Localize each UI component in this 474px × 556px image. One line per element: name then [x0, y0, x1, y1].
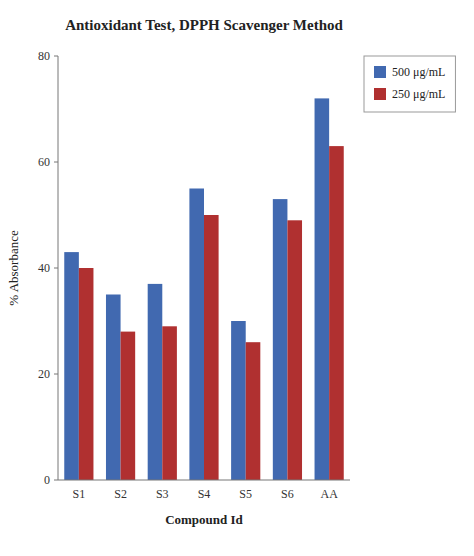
y-tick [54, 268, 58, 269]
y-tick-label: 60 [38, 155, 50, 169]
y-axis-label: % Absorbance [6, 230, 21, 306]
x-tick-label: S6 [281, 487, 294, 501]
bar [329, 146, 344, 480]
bar [189, 189, 204, 481]
bar [148, 284, 163, 480]
bar [106, 295, 121, 481]
chart-title: Antioxidant Test, DPPH Scavenger Method [65, 17, 343, 33]
bar [162, 326, 177, 480]
x-tick-label: S3 [156, 487, 169, 501]
y-tick-label: 20 [38, 367, 50, 381]
chart-container: Antioxidant Test, DPPH Scavenger Method 0… [0, 0, 474, 556]
y-tick-label: 40 [38, 261, 50, 275]
bar [315, 98, 330, 480]
y-tick-label: 80 [38, 49, 50, 63]
bar [273, 199, 288, 480]
x-tick-label: AA [320, 487, 338, 501]
bar [121, 332, 136, 480]
x-axis-line [58, 480, 350, 481]
legend: 500 μg/mL 250 μg/mL [364, 56, 455, 112]
legend-swatch [374, 66, 386, 78]
bar [246, 342, 261, 480]
legend-label: 250 μg/mL [392, 87, 445, 101]
bar [64, 252, 79, 480]
y-axis-line [58, 56, 59, 480]
bar [204, 215, 219, 480]
x-tick-label: S1 [73, 487, 86, 501]
legend-label: 500 μg/mL [392, 65, 445, 79]
y-tick [54, 56, 58, 57]
x-axis: S1 S2 S3 S4 S5 S6 AA [73, 487, 339, 501]
legend-box [364, 56, 455, 112]
chart-svg: Antioxidant Test, DPPH Scavenger Method 0… [0, 0, 474, 556]
bar [231, 321, 246, 480]
bar [287, 220, 302, 480]
y-tick [54, 374, 58, 375]
y-tick-label: 0 [44, 473, 50, 487]
x-tick-label: S5 [239, 487, 252, 501]
x-tick-label: S4 [198, 487, 211, 501]
legend-swatch [374, 88, 386, 100]
y-tick [54, 162, 58, 163]
bars [64, 98, 343, 480]
y-axis: 0 20 40 60 80 [38, 49, 58, 487]
x-axis-label: Compound Id [165, 512, 243, 527]
y-tick [54, 480, 58, 481]
x-tick-label: S2 [114, 487, 127, 501]
bar [79, 268, 94, 480]
